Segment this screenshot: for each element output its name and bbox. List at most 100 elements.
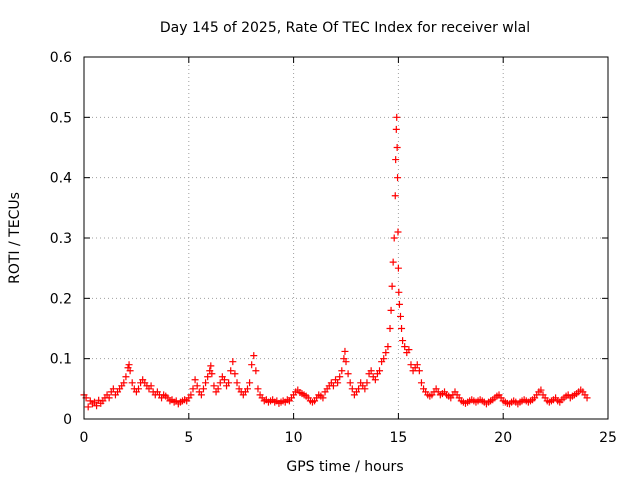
data-point xyxy=(394,264,402,272)
data-point xyxy=(254,385,262,393)
plot-frame xyxy=(83,56,609,420)
x-tick-label: 0 xyxy=(80,430,89,446)
data-point xyxy=(361,385,369,393)
data-points xyxy=(80,113,591,411)
data-point xyxy=(392,156,400,164)
y-tick-label: 0 xyxy=(63,412,72,428)
data-point xyxy=(334,379,342,387)
data-point xyxy=(120,379,128,387)
data-point xyxy=(214,385,222,393)
data-point xyxy=(191,376,199,384)
data-point xyxy=(109,385,117,393)
data-point xyxy=(396,312,404,320)
data-point xyxy=(388,282,396,290)
data-point xyxy=(363,379,371,387)
data-point xyxy=(384,343,392,351)
data-point xyxy=(336,373,344,381)
data-point xyxy=(399,337,407,345)
data-point xyxy=(367,367,375,375)
x-tick-label: 10 xyxy=(285,430,303,446)
data-point xyxy=(197,391,205,399)
data-point xyxy=(344,370,352,378)
data-point xyxy=(583,394,591,402)
data-point xyxy=(382,349,390,357)
y-tick-label: 0.2 xyxy=(50,291,72,307)
x-tick-label: 5 xyxy=(184,430,193,446)
data-point xyxy=(338,367,346,375)
data-point xyxy=(342,358,350,366)
data-point xyxy=(407,361,415,369)
data-point xyxy=(207,362,215,370)
data-point xyxy=(126,367,134,375)
data-point xyxy=(392,125,400,133)
data-point xyxy=(243,385,251,393)
y-tick-label: 0.1 xyxy=(50,352,72,368)
y-tick-label: 0.5 xyxy=(50,110,72,126)
data-point xyxy=(90,398,98,406)
data-point xyxy=(210,382,218,390)
data-point xyxy=(250,352,258,360)
data-point xyxy=(216,379,224,387)
data-point xyxy=(246,379,254,387)
data-point xyxy=(319,394,327,402)
x-tick-label: 20 xyxy=(494,430,512,446)
data-point xyxy=(84,403,92,411)
data-point xyxy=(187,391,195,399)
data-point xyxy=(413,361,421,369)
data-point xyxy=(252,367,260,375)
data-point xyxy=(105,394,113,402)
data-point xyxy=(204,373,212,381)
data-point xyxy=(225,379,233,387)
data-point xyxy=(395,300,403,308)
data-point xyxy=(398,325,406,332)
axis-ticks: 0 5 10 15 20 25 0 0.1 0.2 0.3 0.4 0.5 0.6 xyxy=(50,50,617,446)
y-tick-label: 0.4 xyxy=(50,171,72,187)
x-tick-label: 15 xyxy=(389,430,407,446)
data-point xyxy=(202,379,210,387)
data-point xyxy=(348,385,356,393)
data-point xyxy=(329,382,337,390)
data-point xyxy=(395,288,403,296)
data-point xyxy=(389,258,397,266)
data-point xyxy=(417,379,425,387)
data-point xyxy=(394,228,402,236)
x-tick-label: 25 xyxy=(599,430,617,446)
chart-title: Day 145 of 2025, Rate Of TEC Index for r… xyxy=(160,20,530,36)
data-point xyxy=(355,385,363,393)
data-point xyxy=(128,379,136,387)
data-point xyxy=(415,367,423,375)
data-point xyxy=(189,385,197,393)
data-point xyxy=(193,382,201,390)
data-point xyxy=(125,361,133,369)
data-point xyxy=(147,382,155,390)
data-point xyxy=(387,306,395,314)
data-point xyxy=(394,174,402,182)
data-point xyxy=(390,234,398,242)
data-point xyxy=(537,386,545,394)
data-point xyxy=(122,373,130,381)
data-point xyxy=(391,192,399,200)
data-point xyxy=(199,385,207,393)
x-axis-label: GPS time / hours xyxy=(286,459,403,475)
y-tick-label: 0.6 xyxy=(50,50,72,66)
data-point xyxy=(227,367,235,375)
data-point xyxy=(393,113,401,121)
data-point xyxy=(376,367,384,375)
data-point xyxy=(371,376,379,384)
data-point xyxy=(93,402,101,410)
data-point xyxy=(386,325,394,332)
data-point xyxy=(220,376,228,384)
data-point xyxy=(208,370,216,378)
data-point xyxy=(401,343,409,351)
data-point xyxy=(233,379,241,387)
y-axis-label: ROTI / TECUs xyxy=(7,192,23,284)
data-point xyxy=(341,347,349,355)
data-point xyxy=(134,385,142,393)
grid-lines xyxy=(84,57,608,419)
data-point xyxy=(346,379,354,387)
data-point xyxy=(229,358,237,366)
data-point xyxy=(393,144,401,151)
data-point xyxy=(248,361,256,369)
data-point xyxy=(405,346,413,354)
